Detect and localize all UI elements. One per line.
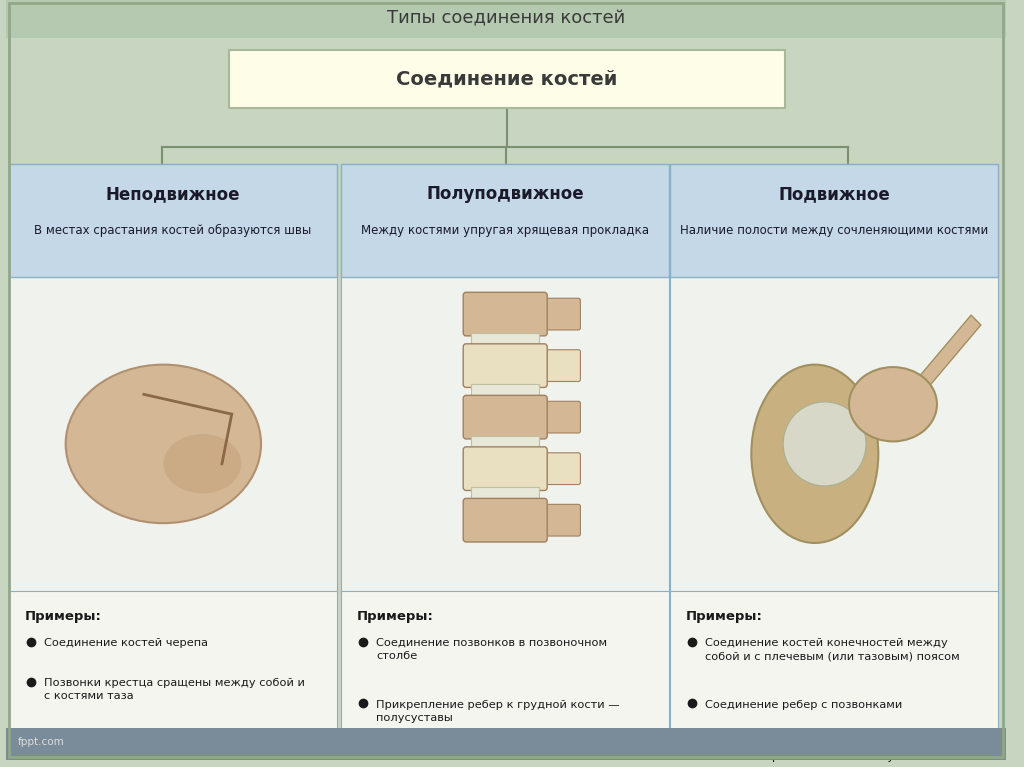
Text: Между костями упругая хрящевая прокладка: Между костями упругая хрящевая прокладка bbox=[361, 225, 649, 237]
Bar bbox=[6, 38, 1007, 206]
Text: Полуподвижное: Полуподвижное bbox=[426, 185, 584, 203]
Polygon shape bbox=[912, 315, 981, 394]
FancyBboxPatch shape bbox=[9, 591, 337, 730]
Text: Соединение позвонков в позвоночном
столбе: Соединение позвонков в позвоночном столб… bbox=[376, 638, 607, 661]
FancyBboxPatch shape bbox=[543, 453, 581, 485]
Text: Соединение ребер с позвонками: Соединение ребер с позвонками bbox=[706, 700, 903, 709]
Bar bbox=[471, 488, 540, 502]
FancyBboxPatch shape bbox=[341, 274, 670, 594]
FancyBboxPatch shape bbox=[543, 505, 581, 536]
FancyBboxPatch shape bbox=[463, 395, 547, 439]
FancyBboxPatch shape bbox=[543, 298, 581, 330]
Text: Примеры:: Примеры: bbox=[25, 611, 101, 624]
Text: fppt.com: fppt.com bbox=[17, 737, 65, 747]
Text: Примеры:: Примеры: bbox=[356, 611, 433, 624]
FancyBboxPatch shape bbox=[543, 350, 581, 381]
Bar bbox=[471, 333, 540, 347]
FancyBboxPatch shape bbox=[463, 344, 547, 387]
Bar bbox=[471, 436, 540, 449]
Text: Типы соединения костей: Типы соединения костей bbox=[387, 10, 626, 28]
Ellipse shape bbox=[849, 367, 937, 442]
FancyBboxPatch shape bbox=[228, 50, 784, 108]
Ellipse shape bbox=[66, 364, 261, 523]
Bar bbox=[471, 384, 540, 398]
Ellipse shape bbox=[783, 402, 866, 486]
Bar bbox=[6, 728, 1007, 760]
Text: Прикрепление ребер к грудной кости —
полусуставы: Прикрепление ребер к грудной кости — пол… bbox=[376, 700, 620, 723]
Bar bbox=[6, 0, 1007, 38]
FancyBboxPatch shape bbox=[341, 164, 670, 278]
FancyBboxPatch shape bbox=[463, 292, 547, 336]
Text: Неподвижное: Неподвижное bbox=[105, 185, 241, 203]
FancyBboxPatch shape bbox=[671, 164, 998, 278]
Text: Соединение нижней челюсти с другими
костями черепа — истинные суставы: Соединение нижней челюсти с другими кост… bbox=[706, 739, 949, 762]
Text: Соединение костей конечностей между
собой и с плечевым (или тазовым) поясом: Соединение костей конечностей между собо… bbox=[706, 638, 961, 661]
Ellipse shape bbox=[164, 434, 242, 493]
FancyBboxPatch shape bbox=[9, 164, 337, 278]
Text: Позвонки крестца сращены между собой и
с костями таза: Позвонки крестца сращены между собой и с… bbox=[44, 678, 305, 701]
FancyBboxPatch shape bbox=[341, 591, 670, 730]
Text: Подвижное: Подвижное bbox=[778, 185, 890, 203]
FancyBboxPatch shape bbox=[9, 274, 337, 594]
Text: Соединение костей черепа: Соединение костей черепа bbox=[44, 638, 208, 648]
FancyBboxPatch shape bbox=[463, 499, 547, 542]
FancyBboxPatch shape bbox=[671, 591, 998, 730]
FancyBboxPatch shape bbox=[543, 401, 581, 433]
FancyBboxPatch shape bbox=[463, 447, 547, 490]
Text: Наличие полости между сочленяющими костями: Наличие полости между сочленяющими костя… bbox=[680, 225, 988, 237]
Ellipse shape bbox=[752, 364, 879, 543]
Text: В местах срастания костей образуются швы: В местах срастания костей образуются швы bbox=[35, 224, 311, 238]
Text: Соединение костей: Соединение костей bbox=[396, 69, 617, 88]
Text: Примеры:: Примеры: bbox=[686, 611, 763, 624]
FancyBboxPatch shape bbox=[671, 274, 998, 594]
